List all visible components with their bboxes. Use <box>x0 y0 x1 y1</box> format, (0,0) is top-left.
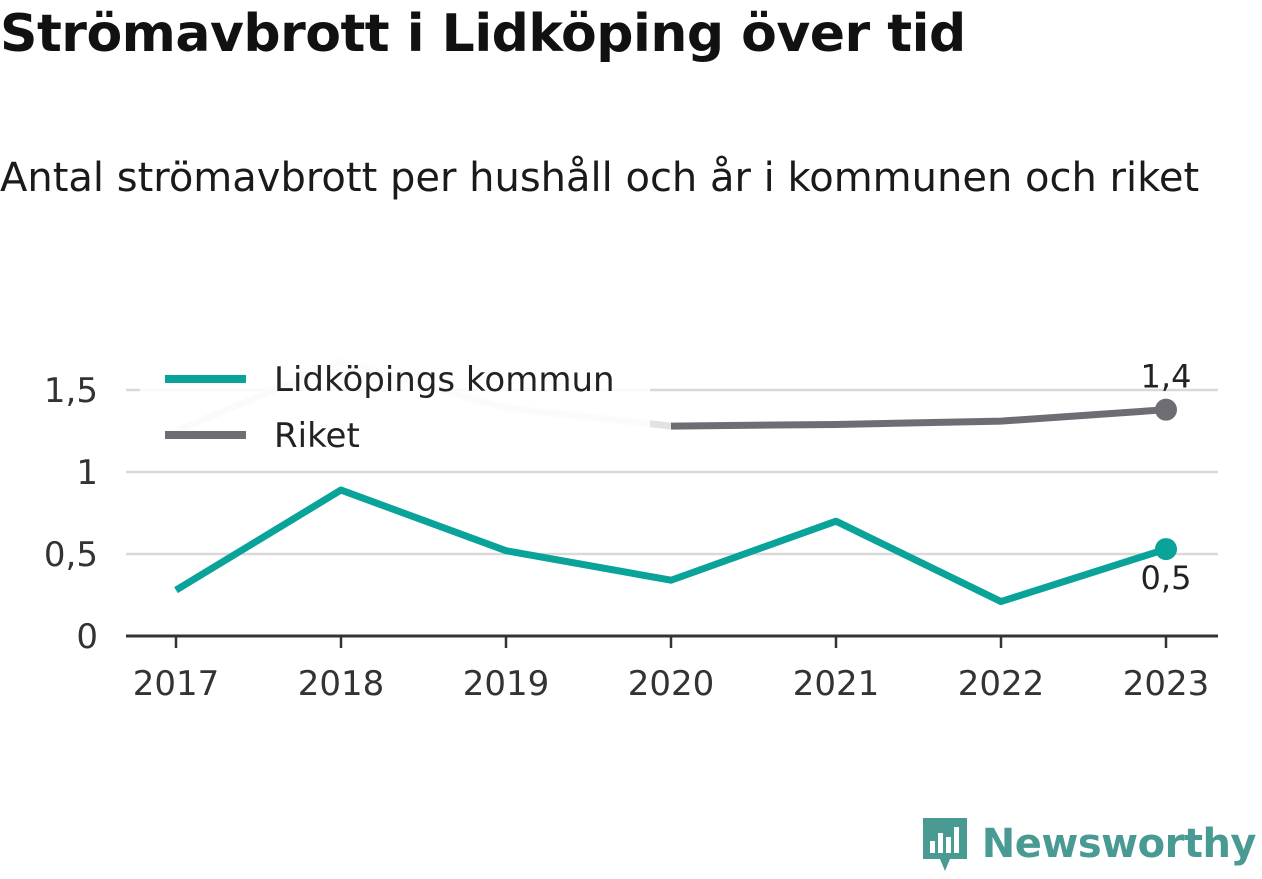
legend-label-riket: Riket <box>274 416 360 456</box>
x-tick-label: 2018 <box>298 664 385 704</box>
end-label-riket: 1,4 <box>1141 358 1192 396</box>
y-axis-tick-labels: 0 0,5 1 1,5 <box>44 371 98 657</box>
end-label-lidkoping: 0,5 <box>1141 559 1192 597</box>
x-tick-label: 2019 <box>463 664 550 704</box>
y-tick-label: 0 <box>76 617 98 657</box>
x-tick-label: 2020 <box>628 664 715 704</box>
newsworthy-logo: Newsworthy <box>920 815 1257 873</box>
newsworthy-logo-text: Newsworthy <box>981 821 1257 867</box>
x-axis-tick-labels: 2017 2018 2019 2020 2021 2022 2023 <box>133 636 1210 704</box>
x-tick-label: 2022 <box>958 664 1045 704</box>
chart-title: Strömavbrott i Lidköping över tid <box>0 4 966 64</box>
end-marker-lidkoping <box>1155 538 1177 561</box>
x-tick-label: 2023 <box>1123 664 1210 704</box>
legend-label-lidkoping: Lidköpings kommun <box>274 360 615 400</box>
legend: Lidköpings kommun Riket <box>140 352 650 470</box>
series-line-riket <box>670 406 1167 430</box>
x-tick-label: 2021 <box>793 664 880 704</box>
y-tick-label: 1,5 <box>44 371 98 411</box>
newsworthy-logo-icon <box>922 818 967 871</box>
series-line-lidkoping <box>174 486 1168 606</box>
y-tick-label: 1 <box>76 453 98 493</box>
y-tick-label: 0,5 <box>44 535 98 575</box>
chart-subtitle: Antal strömavbrott per hushåll och år i … <box>0 155 1200 201</box>
legend-background <box>140 352 650 470</box>
x-tick-label: 2017 <box>133 664 220 704</box>
end-markers: 1,4 0,5 <box>1141 358 1192 597</box>
end-marker-riket <box>1155 398 1177 421</box>
